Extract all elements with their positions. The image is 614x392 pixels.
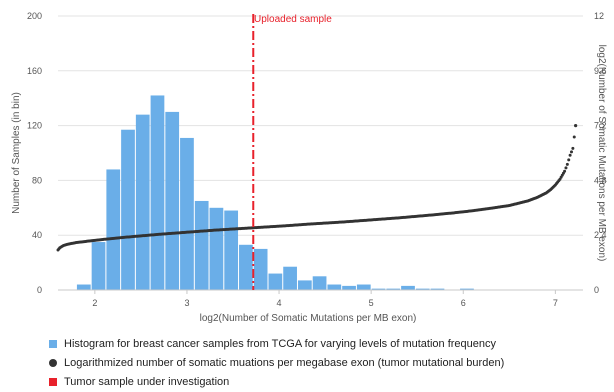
- axes: [58, 289, 583, 294]
- histogram-bar: [386, 288, 401, 290]
- x-axis-label: log2(Number of Somatic Mutations per MB …: [200, 313, 417, 324]
- y-right-tick-label: 7.2: [594, 121, 607, 131]
- y-left-tick-label: 0: [37, 285, 42, 295]
- legend-label: Tumor sample under investigation: [64, 376, 230, 388]
- legend-circle-icon: [49, 359, 57, 367]
- uploaded-sample-label: Uploaded sample: [254, 14, 332, 25]
- legend-label: Histogram for breast cancer samples from…: [64, 338, 497, 350]
- chart: 0 40 80 120 160 200 0 2.4 4.8 7.2 9.6 12 2 3 4 5 6 7 log2…: [11, 11, 607, 324]
- histogram-bar: [209, 207, 224, 290]
- histogram-bar: [194, 200, 209, 290]
- histogram-bar: [180, 137, 194, 290]
- histogram-bar: [224, 210, 239, 290]
- y-axis-label-right: log2(Number of Somatic Mutations per MB …: [596, 45, 607, 262]
- histogram-bar: [150, 95, 165, 291]
- y-left-tick-label: 200: [27, 11, 42, 21]
- scatter-point: [563, 169, 567, 173]
- histogram-bar: [312, 276, 327, 290]
- histogram-bar: [415, 288, 430, 290]
- scatter-point: [565, 162, 569, 166]
- scatter-point: [574, 124, 578, 128]
- legend-square-icon: [49, 340, 57, 348]
- scatter-point: [572, 135, 576, 139]
- legend-label: Logarithmized number of somatic muations…: [64, 357, 505, 369]
- scatter-point: [564, 166, 568, 170]
- histogram-bar: [401, 285, 415, 290]
- legend-item-scatter: Logarithmized number of somatic muations…: [49, 357, 504, 369]
- scatter-point: [571, 146, 575, 150]
- x-tick-label: 5: [369, 298, 374, 308]
- histogram-bar: [135, 114, 150, 290]
- x-tick-label: 6: [461, 298, 466, 308]
- histogram-bar: [268, 273, 283, 290]
- y-left-tick-label: 160: [27, 66, 42, 76]
- histogram-bar: [91, 242, 106, 290]
- histogram-bar: [121, 129, 135, 290]
- y-right-tick-label: 12: [594, 11, 604, 21]
- y-axis-label-left: Number of Samples (in bin): [11, 92, 22, 214]
- legend-item-sample: Tumor sample under investigation: [49, 376, 229, 388]
- y-right-tick-label: 0: [594, 285, 599, 295]
- tick-labels: 0 40 80 120 160 200 0 2.4 4.8 7.2 9.6 12 2 3 4 5 6 7: [27, 11, 607, 308]
- histogram-bar: [165, 111, 180, 291]
- histogram-bar: [356, 284, 371, 290]
- histogram-bars: [76, 95, 474, 291]
- histogram-bar: [239, 244, 253, 290]
- scatter-points: [56, 124, 578, 252]
- y-right-tick-label: 4.8: [594, 175, 607, 185]
- scatter-point: [569, 150, 573, 154]
- histogram-bar: [297, 280, 312, 290]
- y-left-tick-label: 120: [27, 121, 42, 131]
- legend-square-icon: [49, 378, 57, 386]
- histogram-bar: [327, 284, 342, 290]
- histogram-bar: [76, 284, 91, 290]
- scatter-point: [567, 158, 571, 162]
- histogram-bar: [342, 285, 356, 290]
- y-right-tick-label: 9.6: [594, 66, 607, 76]
- y-right-tick-label: 2.4: [594, 230, 607, 240]
- histogram-bar: [460, 288, 474, 290]
- histogram-bar: [371, 288, 386, 290]
- y-left-tick-label: 80: [32, 175, 42, 185]
- histogram-bar: [106, 169, 121, 290]
- x-tick-label: 3: [184, 298, 189, 308]
- x-tick-label: 2: [92, 298, 97, 308]
- histogram-bar: [430, 288, 445, 290]
- scatter-point: [568, 153, 572, 157]
- legend-item-histogram: Histogram for breast cancer samples from…: [49, 338, 496, 350]
- x-tick-label: 7: [553, 298, 558, 308]
- histogram-bar: [253, 248, 268, 290]
- y-left-tick-label: 40: [32, 230, 42, 240]
- histogram-bar: [283, 266, 297, 290]
- x-tick-label: 4: [277, 298, 282, 308]
